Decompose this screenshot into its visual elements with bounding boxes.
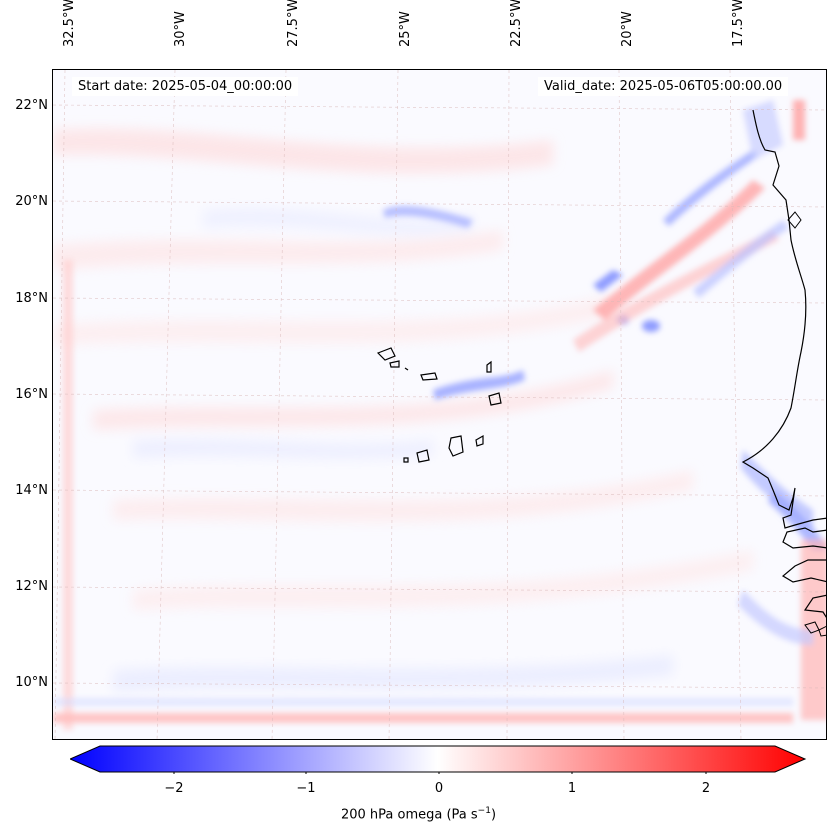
lon-tick-20w: 20°W xyxy=(620,11,635,47)
cape-verde-islands xyxy=(376,347,502,463)
colorbar-tick-1: 1 xyxy=(567,781,577,796)
lon-tick-32-5w: 32.5°W xyxy=(62,0,77,47)
lon-tick-27-5w: 27.5°W xyxy=(286,0,301,47)
coast-inlet xyxy=(787,211,802,229)
lon-tick-25w: 25°W xyxy=(398,11,413,47)
lon-tick-22-5w: 22.5°W xyxy=(509,0,524,47)
africa-coastline xyxy=(741,109,826,618)
lat-tick-18n: 18°N xyxy=(15,291,48,306)
lat-tick-10n: 10°N xyxy=(15,675,48,690)
colorbar xyxy=(70,745,807,774)
lat-tick-12n: 12°N xyxy=(15,579,48,594)
colorbar-label: 200 hPa omega (Pa s−1) xyxy=(340,806,497,823)
bissagos-islands xyxy=(804,621,826,637)
colorbar-tick-0: 0 xyxy=(434,781,444,796)
omega-field-map xyxy=(53,70,826,739)
lon-tick-17-5w: 17.5°W xyxy=(731,0,746,47)
valid-date-label: Valid_date: 2025-05-06T05:00:00.00 xyxy=(538,77,789,96)
omega-map-panel xyxy=(52,69,827,740)
colorbar-tick-2: 2 xyxy=(701,781,711,796)
colorbar-tick-minus1: −1 xyxy=(296,781,316,796)
start-date-label: Start date: 2025-05-04_00:00:00 xyxy=(72,77,299,96)
lat-tick-22n: 22°N xyxy=(15,98,48,113)
colorbar-tick-minus2: −2 xyxy=(164,781,184,796)
lat-tick-20n: 20°N xyxy=(15,194,48,209)
lat-tick-16n: 16°N xyxy=(15,387,48,402)
lat-tick-14n: 14°N xyxy=(15,483,48,498)
lon-tick-30w: 30°W xyxy=(173,11,188,47)
